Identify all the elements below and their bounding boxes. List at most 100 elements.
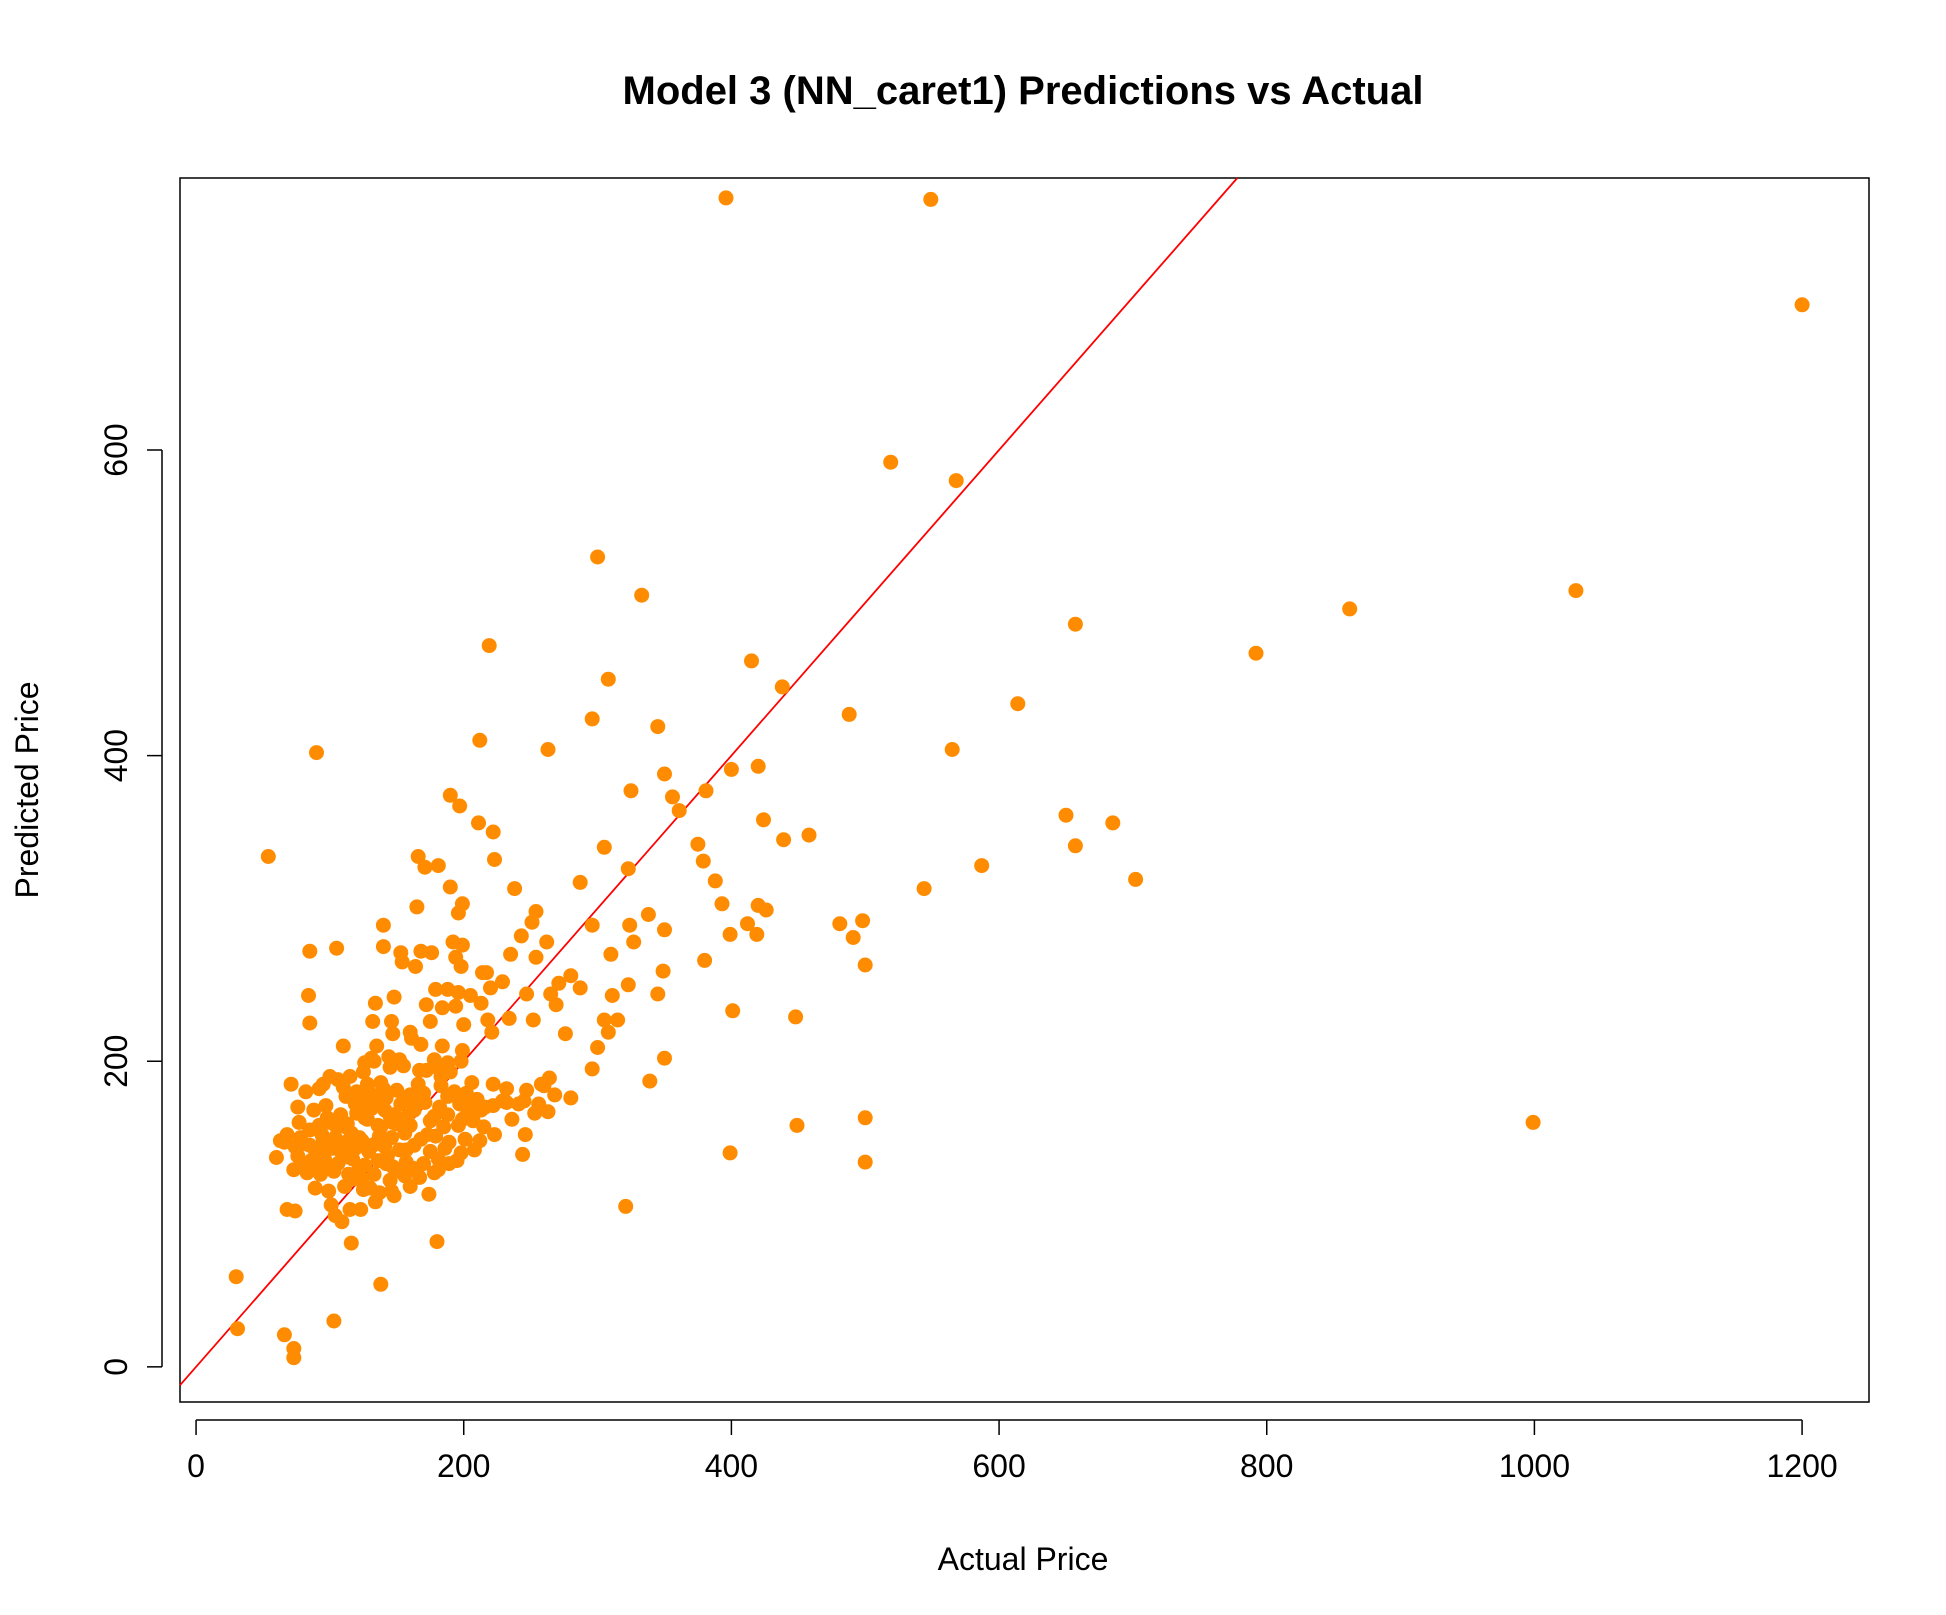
data-point bbox=[548, 997, 564, 1013]
data-point bbox=[551, 975, 567, 991]
data-point bbox=[466, 1142, 482, 1158]
data-point bbox=[367, 1090, 383, 1106]
data-point bbox=[590, 1040, 606, 1055]
data-point bbox=[471, 815, 486, 831]
data-point bbox=[428, 981, 444, 997]
data-point bbox=[268, 1150, 284, 1165]
data-point bbox=[1794, 297, 1810, 313]
data-point bbox=[665, 789, 680, 805]
plot-area-border bbox=[179, 177, 1870, 1403]
data-point bbox=[346, 1171, 362, 1187]
data-point bbox=[539, 934, 555, 950]
data-point bbox=[453, 959, 469, 974]
data-point bbox=[453, 1145, 469, 1161]
data-point bbox=[295, 1156, 311, 1172]
data-point bbox=[422, 1014, 438, 1029]
data-point bbox=[857, 1110, 873, 1126]
data-point bbox=[392, 1163, 407, 1179]
plot-area bbox=[179, 177, 1810, 1386]
data-point bbox=[481, 638, 497, 654]
data-point bbox=[309, 1160, 324, 1176]
data-point bbox=[600, 1024, 616, 1040]
data-point bbox=[540, 742, 556, 757]
data-point bbox=[335, 1079, 351, 1095]
data-point bbox=[353, 1202, 369, 1217]
data-point bbox=[359, 1076, 375, 1092]
data-point bbox=[557, 1026, 573, 1042]
data-point bbox=[472, 732, 488, 748]
y-axis-label: Predicted Price bbox=[9, 682, 45, 899]
x-tick-label: 200 bbox=[437, 1448, 490, 1484]
data-point bbox=[596, 1012, 612, 1028]
data-point bbox=[857, 1154, 873, 1170]
data-point bbox=[422, 1113, 438, 1129]
data-point bbox=[386, 989, 402, 1005]
y-tick-label: 0 bbox=[98, 1358, 134, 1376]
data-point bbox=[600, 671, 616, 687]
y-axis: 0 200 400 600 bbox=[98, 423, 163, 1376]
data-point bbox=[671, 803, 687, 819]
data-point bbox=[397, 1125, 413, 1141]
data-point bbox=[433, 1069, 449, 1084]
data-point bbox=[412, 1062, 428, 1078]
data-point bbox=[485, 1076, 501, 1092]
data-point bbox=[1525, 1114, 1541, 1130]
data-point bbox=[473, 1102, 489, 1118]
data-point bbox=[1010, 696, 1026, 712]
data-point bbox=[413, 1036, 429, 1052]
data-point bbox=[744, 653, 759, 669]
data-point bbox=[944, 742, 960, 757]
x-tick-label: 1000 bbox=[1499, 1448, 1570, 1484]
data-point bbox=[342, 1202, 358, 1217]
x-tick-label: 1200 bbox=[1766, 1448, 1837, 1484]
x-tick-label: 800 bbox=[1240, 1448, 1293, 1484]
data-point bbox=[342, 1069, 358, 1084]
data-point bbox=[503, 946, 519, 962]
data-point bbox=[440, 981, 456, 997]
data-point bbox=[351, 1130, 367, 1146]
data-point bbox=[450, 905, 466, 921]
x-tick-label: 0 bbox=[187, 1448, 205, 1484]
x-axis: 0 200 400 600 800 1000 1200 bbox=[187, 1419, 1838, 1484]
data-point bbox=[396, 1058, 411, 1074]
data-point bbox=[302, 1015, 318, 1031]
data-point bbox=[855, 913, 871, 929]
data-point bbox=[420, 1127, 436, 1143]
data-point bbox=[657, 766, 672, 782]
data-point bbox=[547, 1087, 563, 1103]
data-point bbox=[832, 916, 848, 932]
data-point bbox=[333, 1107, 349, 1123]
data-point bbox=[453, 1053, 469, 1069]
data-point bbox=[458, 1085, 474, 1101]
data-point bbox=[373, 1276, 389, 1292]
data-point bbox=[484, 1024, 500, 1040]
data-point bbox=[923, 191, 939, 207]
data-point bbox=[501, 1010, 517, 1026]
data-point bbox=[845, 930, 861, 945]
data-point bbox=[479, 965, 494, 981]
data-point bbox=[524, 914, 540, 930]
data-point bbox=[495, 1093, 510, 1109]
data-point bbox=[756, 812, 771, 828]
data-point bbox=[379, 1148, 395, 1164]
data-point bbox=[725, 1003, 741, 1019]
data-point bbox=[384, 1014, 399, 1029]
data-point bbox=[480, 1012, 496, 1028]
data-point bbox=[307, 1180, 323, 1196]
data-point bbox=[338, 1119, 354, 1135]
data-point bbox=[758, 902, 774, 918]
data-point bbox=[657, 922, 672, 938]
data-point bbox=[1105, 815, 1121, 831]
data-point bbox=[287, 1203, 303, 1219]
data-point bbox=[318, 1098, 334, 1114]
data-point bbox=[462, 988, 478, 1003]
data-point bbox=[343, 1235, 359, 1251]
data-point bbox=[714, 896, 730, 912]
data-point bbox=[362, 1180, 378, 1196]
data-point bbox=[321, 1183, 337, 1199]
data-point bbox=[365, 1014, 381, 1029]
data-point bbox=[309, 745, 324, 761]
data-point bbox=[916, 881, 932, 897]
data-point bbox=[452, 798, 468, 814]
